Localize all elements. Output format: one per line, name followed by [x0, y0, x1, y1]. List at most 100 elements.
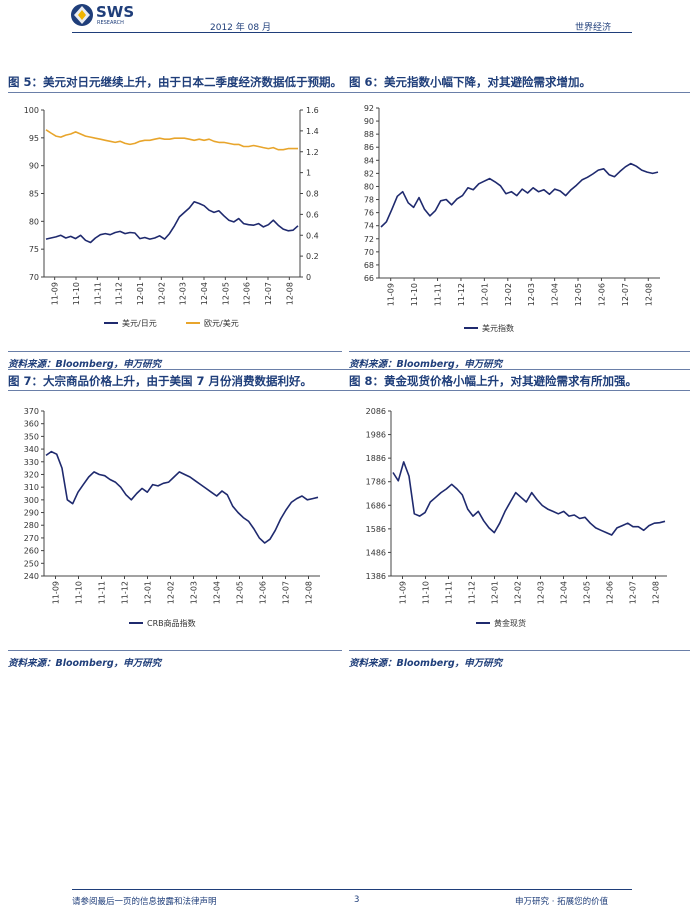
- y-tick-label: 320: [24, 470, 39, 479]
- y-tick-label: 250: [24, 559, 39, 568]
- sws-logo-icon: [71, 4, 93, 26]
- x-tick-label: 12-04: [213, 581, 222, 604]
- x-tick-label: 12-05: [583, 581, 592, 604]
- x-tick-label: 12-06: [597, 283, 606, 306]
- y-tick-label: 70: [29, 273, 39, 282]
- x-tick-label: 12-02: [514, 581, 523, 604]
- y-tick-label: 1486: [366, 548, 386, 557]
- x-tick-label: 11-09: [399, 581, 408, 604]
- figure-8-chart: 1386 1486 1586 1686 1786 1886 1986 2086 11-09 11-…: [366, 407, 667, 628]
- x-tick-label: 12-07: [264, 282, 273, 305]
- y-tick-label: 92: [364, 104, 374, 113]
- y-tick-label: 80: [364, 182, 374, 191]
- legend-label: CRB商品指数: [147, 618, 196, 628]
- figure-6-source: 资料来源：Bloomberg，申万研究: [349, 359, 503, 370]
- x-tick-label: 11-10: [410, 283, 419, 306]
- y-tick-label: 2086: [366, 407, 386, 416]
- y-tick-label: 1586: [366, 525, 386, 534]
- x-tick-label: 12-06: [259, 581, 268, 604]
- x-tick-label: 12-06: [243, 282, 252, 305]
- x-tick-label: 12-03: [537, 581, 546, 604]
- y-tick-label: 340: [24, 445, 39, 454]
- x-tick-label: 12-02: [504, 283, 513, 306]
- logo-subtext: RESEARCH: [97, 20, 124, 26]
- x-tick-label: 12-03: [190, 581, 199, 604]
- x-tick-label: 11-10: [72, 282, 81, 305]
- y-tick-label: 290: [24, 509, 39, 518]
- x-tick-label: 11-10: [75, 581, 84, 604]
- y-tick-label: 300: [24, 496, 39, 505]
- y-tick-label: 86: [364, 143, 374, 152]
- y-tick-label: 1386: [366, 572, 386, 581]
- series-line-0: [45, 450, 319, 544]
- y-tick-label: 72: [364, 235, 374, 244]
- y-tick-label: 70: [364, 248, 374, 257]
- x-tick-label: 12-08: [652, 581, 661, 604]
- x-tick-label: 11-11: [434, 283, 443, 306]
- y-tick-label: 1886: [366, 454, 386, 463]
- series-line-0: [45, 201, 299, 244]
- x-tick-label: 12-03: [527, 283, 536, 306]
- y2-tick-label: 0.4: [306, 231, 319, 240]
- x-tick-label: 11-09: [387, 283, 396, 306]
- y-tick-label: 88: [364, 130, 374, 139]
- x-tick-label: 12-01: [491, 581, 500, 604]
- y-tick-label: 74: [364, 222, 374, 231]
- legend-label: 美元/日元: [122, 318, 157, 328]
- figure-7-bottom-rule: [8, 650, 342, 651]
- x-tick-label: 12-07: [282, 581, 291, 604]
- legend-label: 美元指数: [482, 323, 514, 333]
- x-tick-label: 12-08: [305, 581, 314, 604]
- x-tick-label: 11-11: [98, 581, 107, 604]
- y-tick-label: 360: [24, 420, 39, 429]
- y-tick-label: 90: [29, 162, 39, 171]
- x-tick-label: 12-04: [551, 283, 560, 306]
- y-tick-label: 280: [24, 521, 39, 530]
- figure-8-bottom-rule: [349, 650, 690, 651]
- series-line-1: [45, 129, 298, 151]
- x-tick-label: 12-05: [221, 282, 230, 305]
- y2-tick-label: 0.6: [306, 210, 319, 219]
- x-tick-label: 12-07: [629, 581, 638, 604]
- x-tick-label: 11-11: [93, 282, 102, 305]
- figure-6-title: 图 6：美元指数小幅下降，对其避险需求增加。: [349, 75, 592, 89]
- y-tick-label: 82: [364, 169, 374, 178]
- figure-7-source: 资料来源：Bloomberg，申万研究: [8, 658, 162, 669]
- x-tick-label: 12-07: [621, 283, 630, 306]
- y-tick-label: 1786: [366, 478, 386, 487]
- x-tick-label: 12-03: [179, 282, 188, 305]
- figure-5-title: 图 5：美元对日元继续上升，由于日本二季度经济数据低于预期。: [8, 75, 343, 89]
- y-tick-label: 75: [29, 245, 39, 254]
- row2-top-rule: [8, 369, 690, 370]
- report-date: 2012 年 08 月: [210, 23, 271, 33]
- header-rule: [72, 32, 632, 33]
- y-tick-label: 1686: [366, 501, 386, 510]
- series-line-0: [392, 461, 666, 536]
- x-tick-label: 11-10: [422, 581, 431, 604]
- y-tick-label: 78: [364, 196, 374, 205]
- y2-tick-label: 1.2: [306, 148, 319, 157]
- y-tick-label: 260: [24, 547, 39, 556]
- report-section: 世界经济: [575, 23, 612, 33]
- y-tick-label: 85: [29, 190, 39, 199]
- y2-tick-label: 1.4: [306, 127, 319, 136]
- row2-title-rule: [8, 390, 690, 391]
- y-tick-label: 370: [24, 407, 39, 416]
- figure-8-title: 图 8：黄金现货价格小幅上升，对其避险需求有所加强。: [349, 374, 638, 388]
- y2-tick-label: 0.2: [306, 252, 319, 261]
- footer-rule: [72, 889, 632, 890]
- x-tick-label: 12-08: [644, 283, 653, 306]
- row1-top-rule: [8, 92, 690, 93]
- footer-disclaimer[interactable]: 请参阅最后一页的信息披露和法律声明: [72, 897, 217, 907]
- y-tick-label: 84: [364, 156, 374, 165]
- x-tick-label: 12-01: [136, 282, 145, 305]
- x-tick-label: 11-09: [52, 581, 61, 604]
- y-tick-label: 270: [24, 534, 39, 543]
- x-tick-label: 12-02: [167, 581, 176, 604]
- figure-5-bottom-rule: [8, 351, 342, 352]
- x-tick-label: 12-04: [560, 581, 569, 604]
- figure-6-bottom-rule: [349, 351, 690, 352]
- figure-5-source: 资料来源：Bloomberg，申万研究: [8, 359, 162, 370]
- y2-tick-label: 1.6: [306, 106, 319, 115]
- figure-8-source: 资料来源：Bloomberg，申万研究: [349, 658, 503, 669]
